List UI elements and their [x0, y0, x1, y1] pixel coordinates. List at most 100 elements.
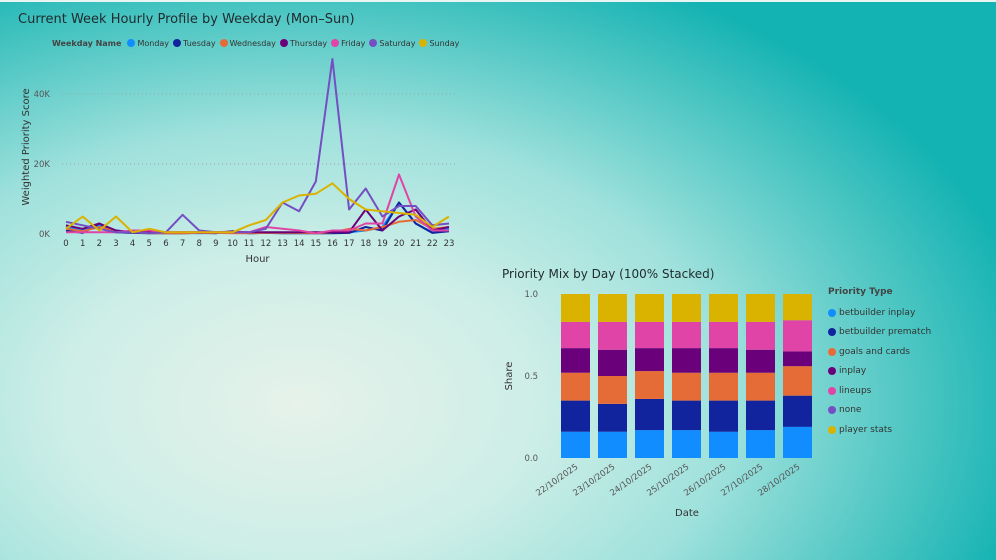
- bar-segment-goals-and-cards: [783, 366, 812, 396]
- bar-segment-inplay: [709, 348, 738, 373]
- x-tick-label: 19: [377, 239, 388, 249]
- x-tick-label: 8: [197, 239, 202, 249]
- legend-label: betbuilder inplay: [839, 307, 916, 318]
- x-tick-label: 20: [394, 239, 405, 249]
- legend-label: goals and cards: [839, 346, 910, 357]
- legend-marker-icon: [369, 39, 378, 47]
- x-tick-label: 1: [80, 239, 85, 249]
- legend-marker-icon: [828, 328, 836, 337]
- bar-segment-betbuilder-inplay: [783, 426, 812, 458]
- x-tick-label: 7: [180, 239, 185, 249]
- x-tick-label: 18: [360, 239, 371, 249]
- y-tick-label: 20K: [34, 160, 51, 170]
- x-tick-label: 4: [130, 239, 135, 249]
- bar-segment-player-stats: [783, 294, 812, 321]
- line-legend-item-thursday[interactable]: Thursday: [279, 38, 328, 48]
- legend-marker-icon: [331, 39, 340, 47]
- line-legend-item-wednesday[interactable]: Wednesday: [219, 38, 276, 48]
- legend-label: Friday: [341, 38, 366, 48]
- x-tick-label: 17: [344, 239, 355, 249]
- legend-marker-icon: [828, 406, 836, 415]
- bar-segment-betbuilder-inplay: [598, 431, 627, 458]
- x-tick-label: 5: [147, 239, 152, 249]
- bar-segment-inplay: [783, 351, 812, 367]
- bar-segment-inplay: [598, 349, 627, 376]
- bar-segment-betbuilder-prematch: [746, 400, 775, 431]
- x-tick-label: 10: [227, 239, 238, 249]
- bar-segment-lineups: [709, 321, 738, 349]
- bar-segment-betbuilder-inplay: [746, 430, 775, 458]
- bar-segment-lineups: [635, 321, 664, 349]
- y-tick-label: 0.5: [524, 372, 538, 382]
- x-tick-label: 21: [410, 239, 421, 249]
- legend-label: Sunday: [429, 38, 460, 48]
- bar-segment-betbuilder-prematch: [598, 403, 627, 432]
- y-tick-label: 0.0: [524, 454, 538, 464]
- y-tick-label: 1.0: [524, 290, 538, 300]
- bar-segment-lineups: [561, 321, 590, 349]
- bar-segment-betbuilder-prematch: [672, 400, 701, 431]
- legend-label: Monday: [137, 38, 170, 48]
- legend-marker-icon: [279, 39, 288, 47]
- bar-legend-item-goals-and-cards[interactable]: goals and cards: [828, 342, 931, 362]
- x-tick-label: 15: [310, 239, 321, 249]
- bar-legend-item-inplay[interactable]: inplay: [828, 362, 931, 382]
- y-tick-label: 40K: [34, 90, 51, 100]
- line-legend-item-monday[interactable]: Monday: [127, 39, 169, 48]
- bar-segment-lineups: [746, 321, 775, 350]
- bar-legend-item-none[interactable]: none: [828, 401, 931, 421]
- line-legend-item-saturday[interactable]: Saturday: [369, 39, 415, 48]
- bar-segment-betbuilder-prematch: [783, 395, 812, 427]
- x-tick-label: 12: [260, 239, 271, 249]
- bar-legend-title: Priority Type: [828, 287, 893, 297]
- line-legend-item-sunday[interactable]: Sunday: [419, 39, 459, 48]
- legend-marker-icon: [828, 367, 836, 376]
- legend-label: inplay: [839, 366, 867, 377]
- line-legend-item-tuesday[interactable]: Tuesday: [173, 39, 216, 48]
- x-tick-label: 6: [163, 239, 168, 249]
- bar-legend-item-betbuilder-prematch[interactable]: betbuilder prematch: [828, 323, 931, 343]
- bar-segment-betbuilder-prematch: [709, 400, 738, 432]
- bar-segment-goals-and-cards: [746, 372, 775, 401]
- bar-legend: Priority Type betbuilder inplay betbuilde…: [828, 287, 931, 440]
- x-axis-label: Hour: [245, 254, 270, 265]
- bar-segment-betbuilder-prematch: [561, 400, 590, 432]
- bar-segment-goals-and-cards: [672, 372, 701, 401]
- x-tick-label: 23: [444, 239, 455, 249]
- legend-label: Wednesday: [229, 38, 276, 48]
- bar-segment-goals-and-cards: [635, 371, 664, 399]
- series-line-sunday: [65, 182, 450, 234]
- x-tick-label: 14: [294, 239, 305, 249]
- line-legend-item-friday[interactable]: Friday: [331, 39, 365, 48]
- x-tick-label: 0: [63, 239, 68, 249]
- bar-legend-item-betbuilder-inplay[interactable]: betbuilder inplay: [828, 303, 931, 323]
- x-tick-label: 22: [427, 239, 438, 249]
- bar-segment-inplay: [672, 348, 701, 373]
- y-axis-label: Share: [504, 362, 515, 391]
- x-tick-label: 3: [113, 239, 118, 249]
- x-tick-label: 13: [277, 239, 288, 249]
- bar-segment-betbuilder-inplay: [635, 430, 664, 458]
- x-tick-label: 9: [213, 239, 218, 249]
- bar-segment-player-stats: [598, 294, 627, 322]
- bar-segment-goals-and-cards: [598, 376, 627, 404]
- legend-label: Thursday: [289, 38, 328, 48]
- bar-legend-item-lineups[interactable]: lineups: [828, 381, 931, 401]
- x-axis-label: Date: [675, 508, 699, 519]
- bar-legend-item-player-stats[interactable]: player stats: [828, 420, 931, 440]
- y-tick-label: 0K: [39, 230, 50, 240]
- bar-segment-betbuilder-inplay: [672, 430, 701, 458]
- bar-segment-inplay: [746, 349, 775, 373]
- bar-chart: 0.00.51.022/10/202523/10/202524/10/20252…: [504, 290, 812, 519]
- series-line-saturday: [65, 58, 450, 235]
- legend-marker-icon: [127, 39, 136, 47]
- x-tick-label: 16: [327, 239, 338, 249]
- legend-label: Saturday: [379, 38, 416, 48]
- top-border: [0, 0, 996, 2]
- bar-segment-betbuilder-inplay: [709, 431, 738, 458]
- bar-segment-betbuilder-inplay: [561, 431, 590, 458]
- bar-segment-player-stats: [672, 294, 701, 322]
- legend-marker-icon: [173, 39, 182, 47]
